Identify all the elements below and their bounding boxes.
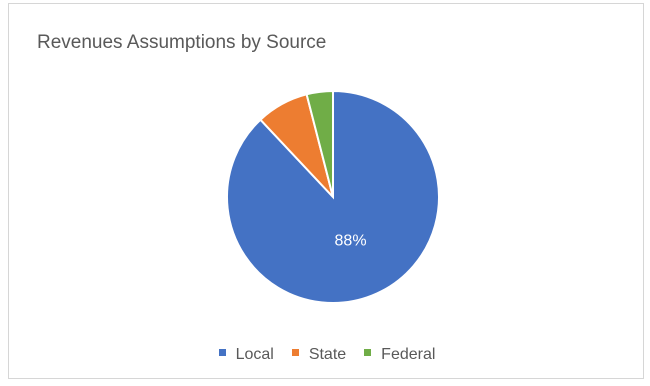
chart-title: Revenues Assumptions by Source <box>37 32 327 53</box>
legend-item-federal: Federal <box>364 346 435 364</box>
legend-label-state: State <box>308 346 347 363</box>
chart-legend: Local State Federal <box>9 346 645 364</box>
legend-label-federal: Federal <box>381 346 436 363</box>
legend-swatch-local <box>218 349 226 357</box>
data-label-local: 88% <box>335 233 367 250</box>
pie-chart: 88% <box>226 89 440 304</box>
legend-swatch-state <box>291 349 299 357</box>
chart-frame: Revenues Assumptions by Source 88% Local… <box>8 3 644 379</box>
legend-item-state: State <box>291 346 347 364</box>
legend-item-local: Local <box>218 346 274 364</box>
legend-swatch-federal <box>364 349 372 357</box>
legend-label-local: Local <box>235 346 274 363</box>
pie-slice-federal <box>305 89 334 198</box>
